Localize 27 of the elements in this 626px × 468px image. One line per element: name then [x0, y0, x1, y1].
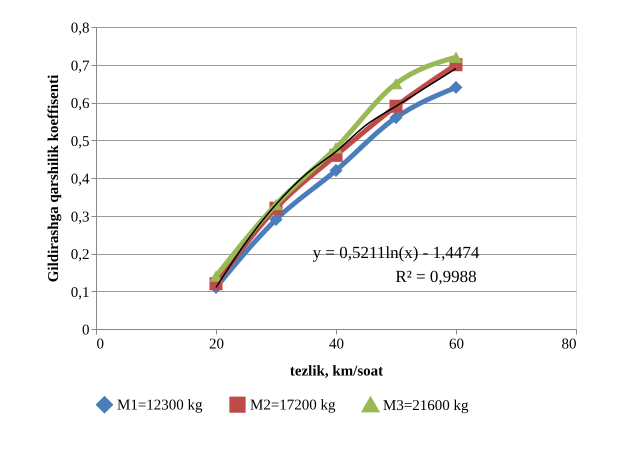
y-tick-label: 0,1: [70, 284, 90, 301]
y-tick-label: 0,7: [70, 58, 90, 74]
x-tick-label: 80: [562, 336, 576, 352]
point: [449, 80, 463, 94]
x-tick-label: 20: [209, 336, 224, 352]
point: [329, 164, 343, 177]
point: [389, 111, 403, 124]
y-tick-label: 0,3: [70, 209, 90, 226]
legend-label: M2=17200 kg: [250, 398, 336, 414]
x-tick-label: 40: [329, 336, 344, 352]
x-tick-label: 0: [96, 336, 104, 352]
y-tick-label: 0,6: [70, 96, 90, 112]
y-tick-label: 0,2: [70, 247, 90, 263]
y-tick-label: 0: [82, 322, 90, 338]
point: [449, 52, 463, 63]
y-axis-title: Gildirashga qarshilik koeffisenti: [46, 74, 62, 282]
y-tick-label: 0,4: [70, 172, 90, 188]
y-tick-label: 0,8: [70, 20, 90, 36]
x-tick-label: 60: [449, 336, 464, 352]
legend-label: M1=12300 kg: [117, 398, 204, 414]
point: [209, 270, 223, 282]
point: [269, 213, 283, 226]
annotation: R² = 0,9988: [395, 267, 477, 286]
legend-label: M3=21600 kg: [383, 398, 470, 414]
y-tick-label: 0,5: [70, 134, 90, 150]
annotation: y = 0,5211ln(x) - 1,4474: [312, 243, 480, 262]
x-axis-title: tezlik, km/soat: [290, 364, 384, 380]
